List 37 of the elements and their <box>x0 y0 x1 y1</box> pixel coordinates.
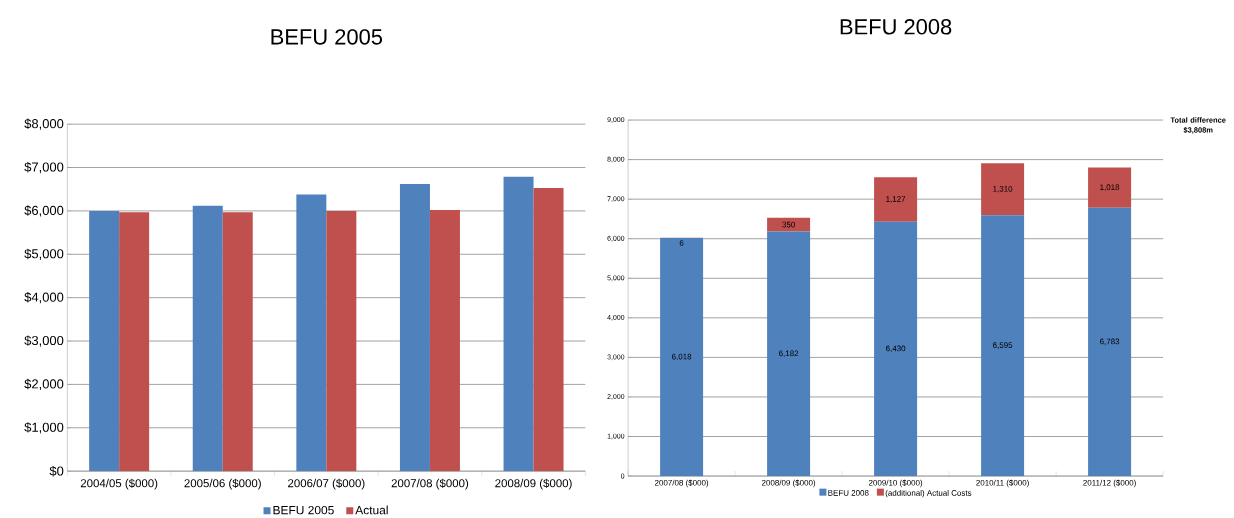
bar <box>767 217 811 232</box>
legend-label: BEFU 2005 <box>273 505 334 515</box>
y-tick-label: $4,000 <box>24 292 64 304</box>
bar <box>981 163 1025 216</box>
x-tick-label: 2004/05 ($000) <box>80 478 158 490</box>
bar <box>1088 207 1132 477</box>
bar <box>533 187 564 472</box>
chart-title: BEFU 2005 <box>271 29 383 45</box>
bar <box>767 231 811 477</box>
bar <box>503 176 534 472</box>
legend-label: Actual <box>355 505 388 515</box>
bar <box>874 221 918 477</box>
y-tick-label: $1,000 <box>24 422 64 434</box>
bar <box>399 184 430 472</box>
x-tick-label: 2007/08 ($000) <box>391 478 469 490</box>
bar <box>981 215 1025 477</box>
y-tick-label: $6,000 <box>24 205 64 217</box>
y-tick-label: $3,000 <box>24 335 64 347</box>
bar <box>296 194 327 472</box>
x-tick-label: 2008/09 ($000) <box>495 478 572 490</box>
bar <box>119 212 150 472</box>
bar <box>222 212 253 472</box>
y-tick-label: $0 <box>49 465 64 477</box>
y-tick-label: $2,000 <box>24 378 64 391</box>
y-tick-label: $5,000 <box>24 248 64 260</box>
bar <box>192 205 223 472</box>
bar <box>429 210 460 472</box>
y-tick-label: $8,000 <box>24 118 64 130</box>
x-tick-label: 2005/06 ($000) <box>184 478 261 490</box>
bar <box>1088 167 1132 208</box>
bar <box>660 238 704 477</box>
bar <box>89 210 120 472</box>
x-tick-label: 2006/07 ($000) <box>288 478 365 490</box>
y-tick-label: $7,000 <box>24 161 64 174</box>
bar <box>874 177 918 222</box>
bar <box>326 210 357 472</box>
chart-title: BEFU 2008 <box>840 19 952 35</box>
